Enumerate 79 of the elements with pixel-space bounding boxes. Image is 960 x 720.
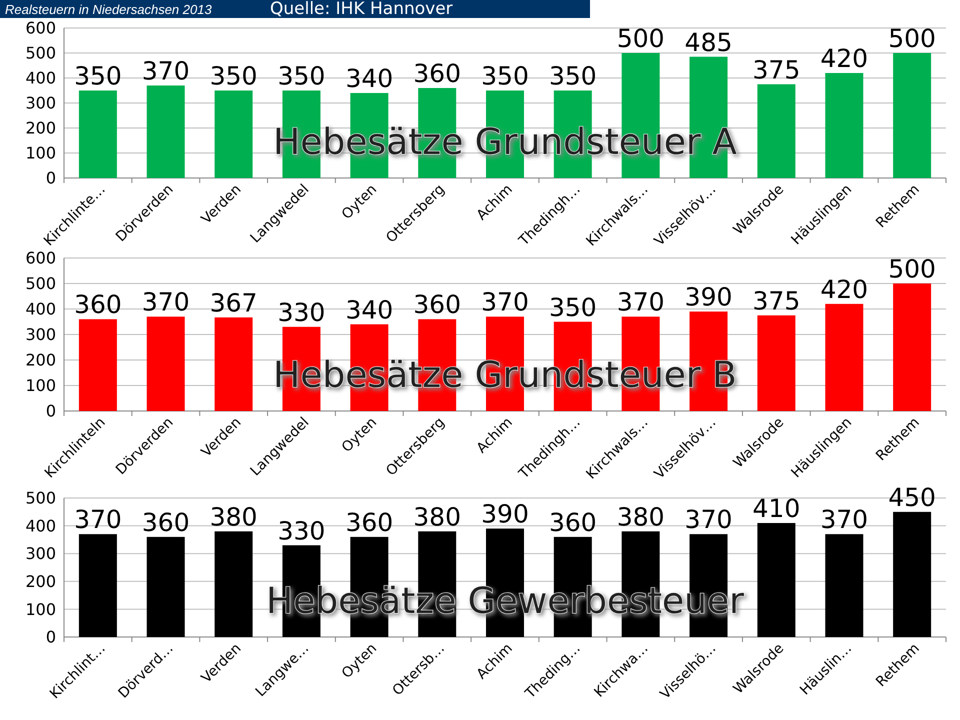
y-tick-label: 400 xyxy=(25,516,56,536)
data-label: 340 xyxy=(345,64,394,93)
data-label: 330 xyxy=(278,298,326,327)
bar xyxy=(214,90,253,178)
bar xyxy=(78,319,117,411)
data-label: 350 xyxy=(481,62,529,90)
bar xyxy=(757,84,796,178)
bar xyxy=(146,316,185,411)
data-label: 375 xyxy=(752,286,800,316)
bar xyxy=(825,304,864,411)
data-label: 370 xyxy=(142,288,190,317)
bar xyxy=(893,512,932,637)
data-label: 370 xyxy=(820,505,868,534)
data-label: 485 xyxy=(684,28,732,57)
data-label: 350 xyxy=(74,62,122,90)
data-label: 390 xyxy=(481,500,529,529)
data-label: 370 xyxy=(74,505,122,534)
data-label: 380 xyxy=(210,502,258,532)
data-label: 375 xyxy=(752,55,800,84)
bar xyxy=(146,536,185,637)
data-label: 350 xyxy=(548,62,597,90)
bar xyxy=(825,73,864,178)
data-label: 500 xyxy=(888,254,936,284)
y-tick-label: 400 xyxy=(25,68,56,88)
data-label: 370 xyxy=(142,56,190,86)
data-label: 360 xyxy=(74,290,122,320)
y-tick-label: 300 xyxy=(25,325,56,344)
data-label: 420 xyxy=(820,274,868,304)
data-label: 350 xyxy=(278,62,326,90)
y-tick-label: 500 xyxy=(25,488,56,508)
data-label: 380 xyxy=(413,502,462,532)
y-tick-label: 600 xyxy=(25,18,56,38)
data-label: 330 xyxy=(278,516,326,546)
bar xyxy=(78,90,117,178)
data-label: 350 xyxy=(548,292,597,322)
bar xyxy=(146,86,185,178)
y-tick-label: 100 xyxy=(25,376,56,396)
bar xyxy=(825,534,864,637)
y-tick-label: 0 xyxy=(46,402,56,421)
data-label: 370 xyxy=(684,505,732,534)
data-label: 380 xyxy=(616,502,665,532)
data-label: 360 xyxy=(548,508,597,537)
source-note: Quelle: IHK Hannover xyxy=(270,0,453,19)
data-label: 360 xyxy=(142,508,190,537)
data-label: 360 xyxy=(345,508,394,537)
data-label: 450 xyxy=(888,482,936,512)
text: Realsteuern in Niedersachsen 2013 xyxy=(5,2,212,17)
data-label: 350 xyxy=(210,62,258,90)
bar xyxy=(893,284,932,411)
data-label: 340 xyxy=(345,295,394,324)
y-tick-label: 300 xyxy=(25,94,56,113)
y-tick-label: 100 xyxy=(25,600,56,619)
data-label: 420 xyxy=(820,44,868,73)
data-label: 500 xyxy=(616,24,665,53)
bar xyxy=(757,523,796,637)
y-tick-label: 400 xyxy=(25,300,56,319)
y-tick-label: 200 xyxy=(25,118,56,138)
data-label: 360 xyxy=(413,290,462,320)
y-tick-label: 0 xyxy=(46,628,56,647)
data-label: 367 xyxy=(210,288,258,318)
y-tick-label: 200 xyxy=(25,572,56,591)
bar xyxy=(78,534,117,637)
bar xyxy=(214,317,253,411)
bar xyxy=(893,53,932,178)
data-label: 500 xyxy=(888,24,936,53)
y-tick-label: 500 xyxy=(25,274,56,294)
data-label: 410 xyxy=(752,494,800,524)
data-label: 360 xyxy=(413,59,462,88)
y-tick-label: 100 xyxy=(25,144,56,163)
data-label: 370 xyxy=(616,288,665,317)
bar xyxy=(214,531,253,637)
bar xyxy=(757,315,796,411)
y-tick-label: 200 xyxy=(25,350,56,370)
data-label: 390 xyxy=(684,282,732,312)
y-tick-label: 0 xyxy=(46,168,56,188)
data-label: 370 xyxy=(481,288,529,317)
y-tick-label: 500 xyxy=(25,44,56,63)
y-tick-label: 600 xyxy=(25,248,56,268)
y-tick-label: 300 xyxy=(25,544,56,564)
